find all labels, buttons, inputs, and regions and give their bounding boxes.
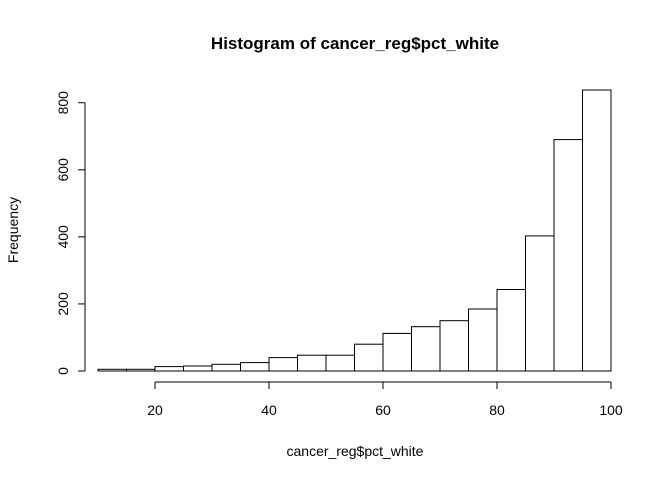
y-tick-label-200: 200 bbox=[55, 292, 71, 316]
histogram-bar-55-60 bbox=[354, 343, 384, 372]
histogram-bar-45-50 bbox=[297, 354, 327, 372]
histogram-bar-95-100 bbox=[582, 89, 612, 372]
histogram-bar-30-35 bbox=[211, 363, 241, 372]
y-tick-label-400: 400 bbox=[55, 225, 71, 249]
y-tick-label-600: 600 bbox=[55, 158, 71, 182]
y-tick-label-800: 800 bbox=[55, 91, 71, 115]
histogram-bar-65-70 bbox=[411, 326, 441, 372]
histogram-bar-35-40 bbox=[240, 362, 270, 372]
histogram-bar-75-80 bbox=[468, 308, 498, 372]
histogram-bar-70-75 bbox=[439, 320, 469, 372]
x-axis-title: cancer_reg$pct_white bbox=[287, 443, 424, 459]
histogram-bar-90-95 bbox=[553, 139, 583, 372]
x-tick-label-100: 100 bbox=[599, 402, 623, 418]
histogram-bar-20-25 bbox=[154, 366, 184, 372]
x-axis: 20 40 60 80 100 bbox=[147, 381, 623, 418]
y-axis: 0 200 400 600 800 bbox=[55, 91, 86, 375]
histogram-bar-50-55 bbox=[325, 354, 355, 372]
histogram-bar-85-90 bbox=[525, 235, 555, 372]
histogram-bar-60-65 bbox=[382, 332, 412, 372]
histogram-bar-10-15 bbox=[97, 368, 127, 372]
x-tick-label-20: 20 bbox=[147, 402, 163, 418]
x-tick-label-40: 40 bbox=[261, 402, 277, 418]
histogram-bar-25-30 bbox=[183, 365, 213, 372]
y-axis-title: Frequency bbox=[5, 197, 21, 263]
bars-group bbox=[97, 89, 612, 372]
x-tick-label-80: 80 bbox=[489, 402, 505, 418]
histogram-bar-80-85 bbox=[496, 289, 526, 372]
x-tick-label-60: 60 bbox=[375, 402, 391, 418]
y-tick-label-0: 0 bbox=[55, 367, 71, 375]
histogram-bar-15-20 bbox=[126, 368, 156, 372]
chart-title: Histogram of cancer_reg$pct_white bbox=[211, 34, 499, 53]
histogram-bar-40-45 bbox=[268, 357, 298, 372]
